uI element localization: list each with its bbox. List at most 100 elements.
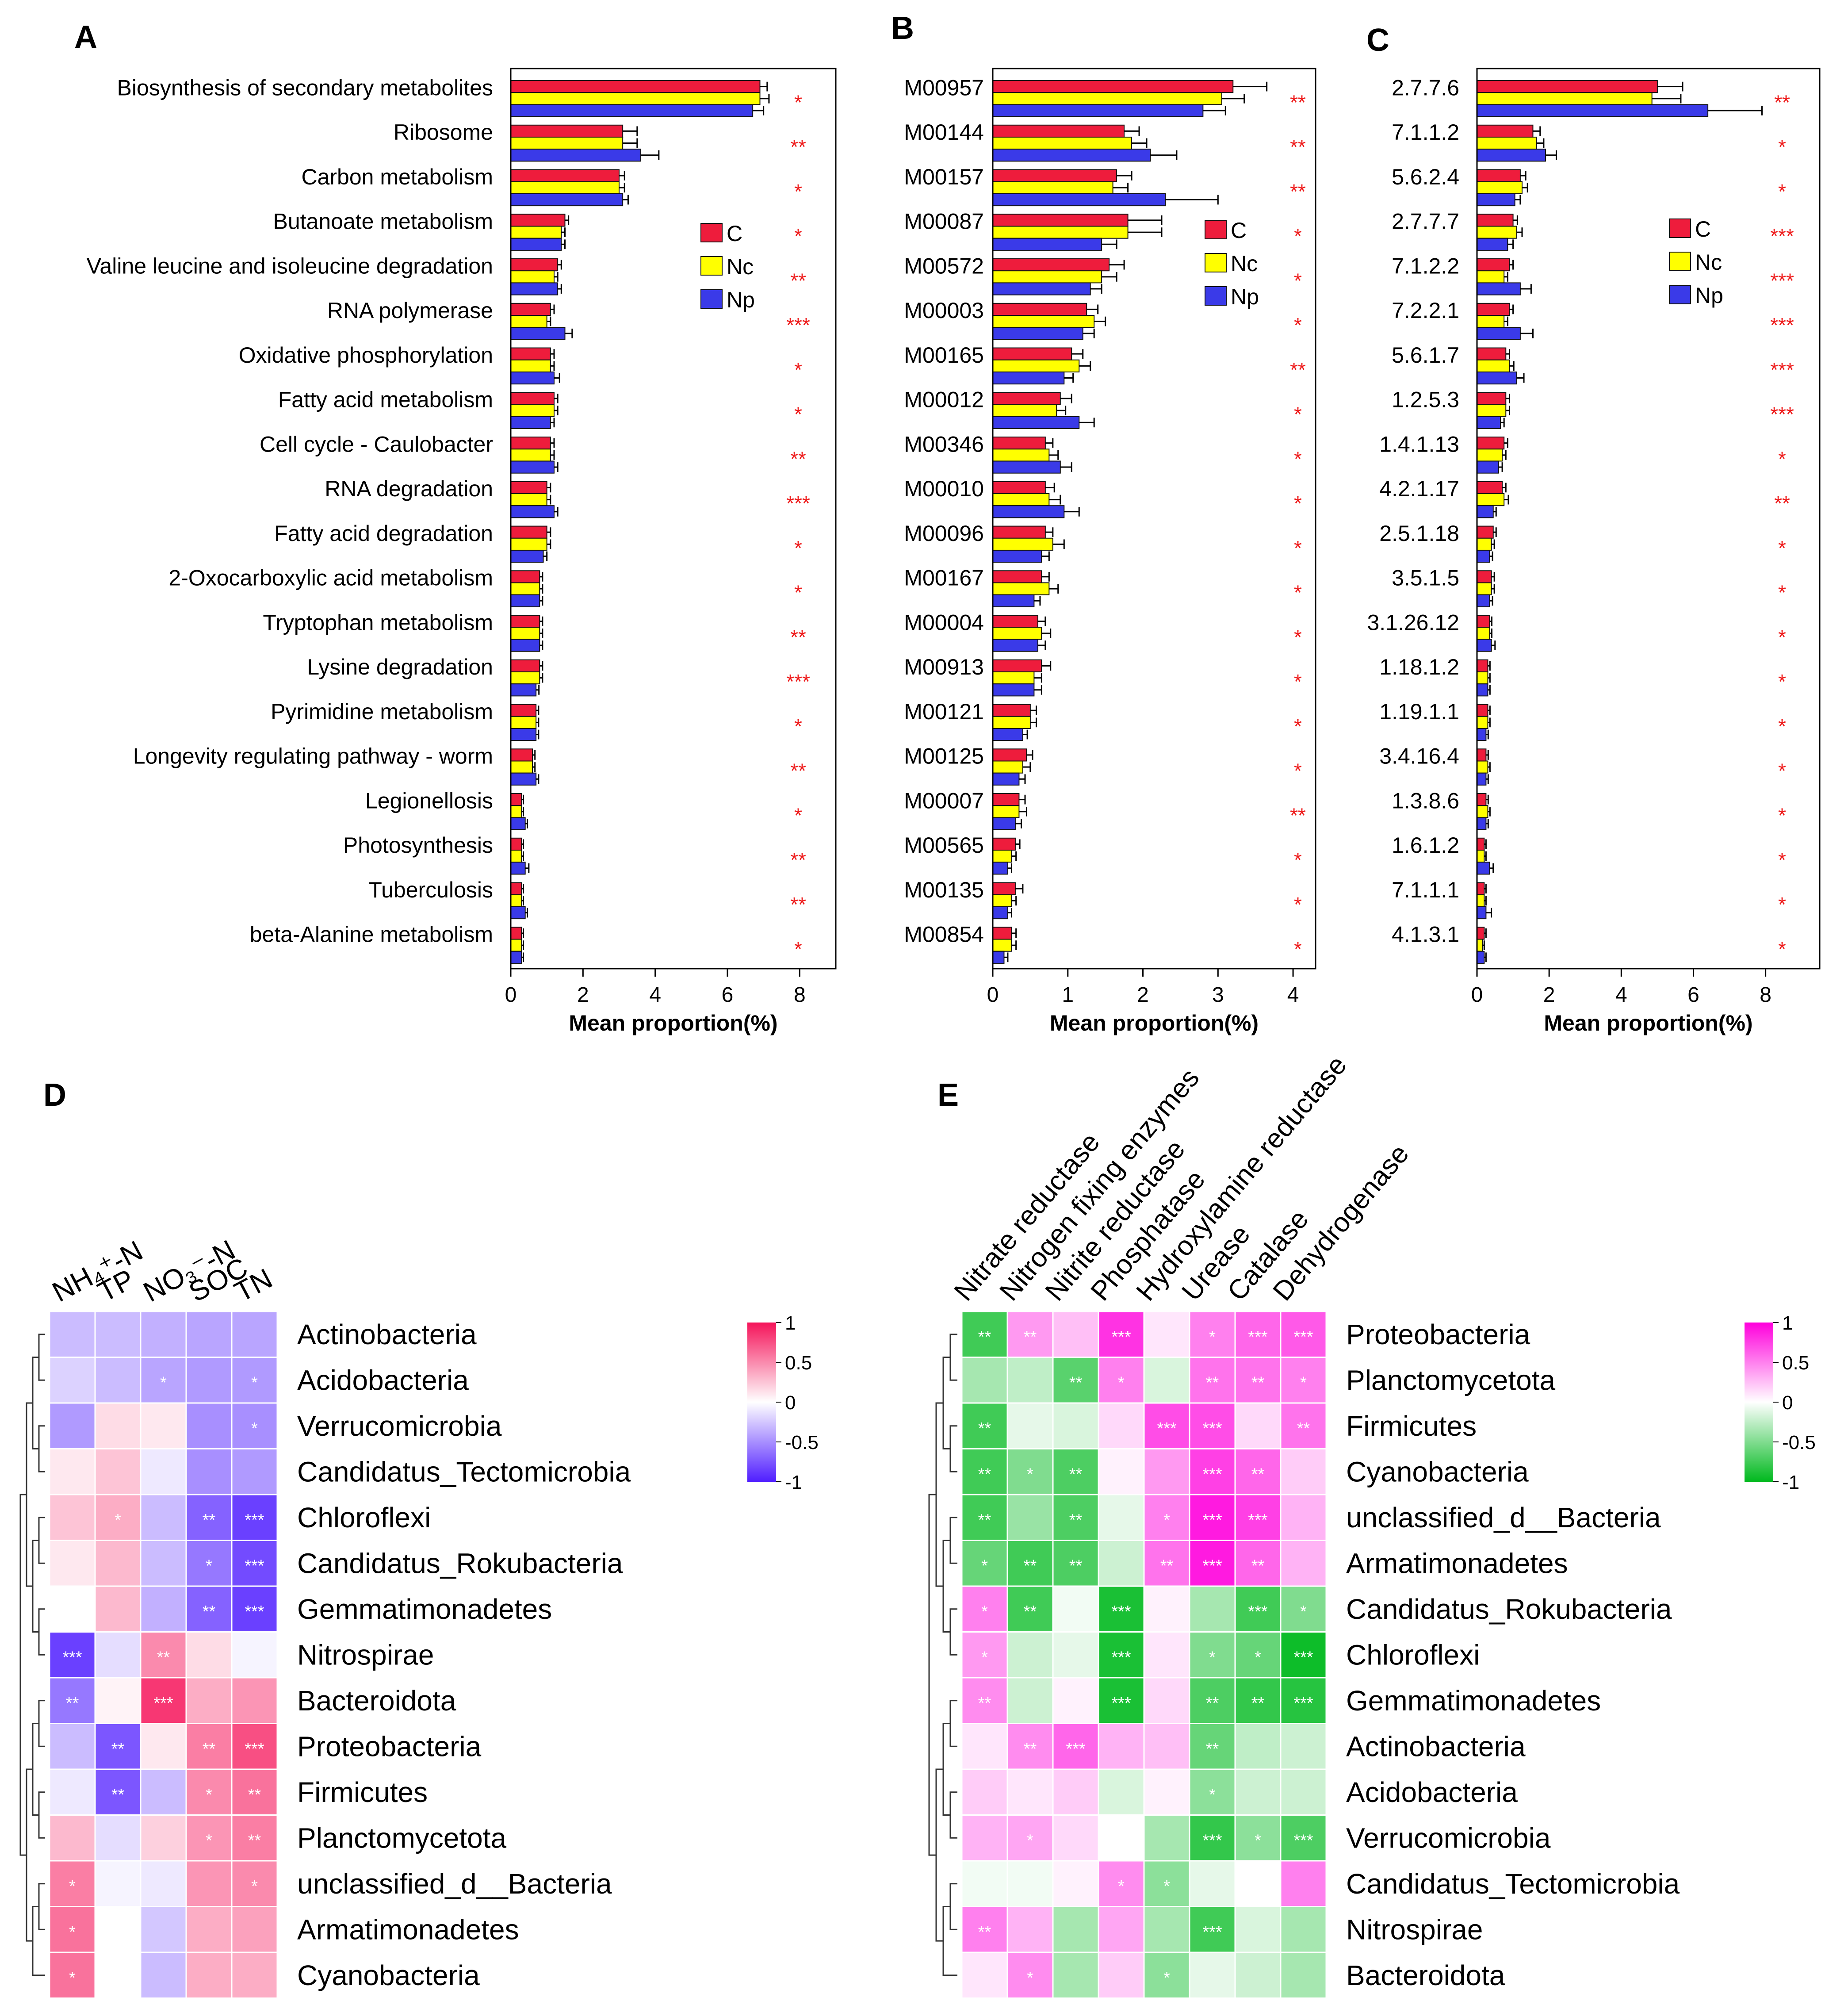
bar-Np <box>510 594 540 607</box>
legend-label: Np <box>1231 284 1259 309</box>
row-label: Planctomycetota <box>297 1822 507 1854</box>
bar-Np <box>510 371 555 385</box>
x-tick-label: 0 <box>1471 983 1483 1007</box>
heatmap-cell <box>94 1723 142 1770</box>
significance-stars: * <box>1778 804 1786 827</box>
bar-C <box>510 214 566 227</box>
row-label: Acidobacteria <box>297 1364 469 1396</box>
heatmap-cell <box>1098 1951 1145 1999</box>
significance-stars: ** <box>790 447 806 470</box>
panel-letter-e: E <box>937 1077 959 1113</box>
x-tick-label: 0 <box>987 983 999 1007</box>
category-label: M00913 <box>904 655 984 679</box>
dendrogram-branch <box>38 1517 45 1564</box>
heatmap-cell <box>1098 1768 1145 1816</box>
row-label: Planctomycetota <box>1346 1364 1556 1396</box>
cell-stars: ** <box>1297 1419 1310 1438</box>
heatmap-cell <box>1189 1951 1236 1999</box>
cell-stars: * <box>115 1511 121 1530</box>
cell-stars: * <box>1255 1648 1261 1667</box>
bar-C <box>992 347 1072 360</box>
significance-stars: ** <box>790 135 806 158</box>
bar-Nc <box>510 537 547 551</box>
bar-Nc <box>510 716 537 729</box>
category-label: RNA polymerase <box>327 298 493 323</box>
bar-Nc <box>510 627 540 640</box>
category-label: M00087 <box>904 209 984 234</box>
row-label: Cyanobacteria <box>297 1959 480 1991</box>
bar-Nc <box>992 939 1012 952</box>
bar-Nc <box>992 582 1050 595</box>
cell-stars: *** <box>1293 1648 1313 1667</box>
bar-Np <box>1477 594 1490 607</box>
panel-letter-a: A <box>74 19 97 55</box>
dendrogram-branch <box>942 1723 950 1816</box>
heatmap-cell <box>231 1814 278 1862</box>
category-label: 2.7.7.7 <box>1392 209 1459 234</box>
category-label: 2.5.1.18 <box>1379 521 1459 546</box>
heatmap-cell <box>961 1494 1008 1541</box>
legend-swatch-Nc <box>1205 253 1227 272</box>
bar-Np <box>992 728 1023 741</box>
bar-C <box>1477 570 1492 583</box>
category-label: 7.1.1.2 <box>1392 120 1459 145</box>
significance-stars: ** <box>790 625 806 648</box>
significance-stars: * <box>1294 269 1302 292</box>
heatmap-cell <box>1098 1723 1145 1770</box>
significance-stars: *** <box>1770 269 1794 292</box>
heatmap-cell <box>961 1448 1008 1495</box>
bar-C <box>992 392 1061 405</box>
cell-stars: ** <box>1206 1694 1219 1713</box>
row-label: Nitrospirae <box>297 1639 434 1671</box>
heatmap-cell <box>94 1677 142 1724</box>
bar-Nc <box>1477 404 1507 417</box>
cell-stars: * <box>251 1877 258 1896</box>
heatmap-cell <box>94 1311 142 1358</box>
bar-Nc <box>510 805 522 818</box>
category-label: 5.6.1.7 <box>1392 343 1459 368</box>
heatmap-cell <box>94 1860 142 1907</box>
bar-C <box>510 659 540 673</box>
bar-C <box>1477 882 1485 895</box>
cell-stars: ** <box>203 1511 216 1530</box>
colorbar-tick-label: 0 <box>1782 1392 1793 1414</box>
significance-stars: * <box>1778 759 1786 782</box>
legend-label: Nc <box>727 254 754 279</box>
cell-stars: *** <box>245 1511 264 1530</box>
heatmap-cell <box>140 1494 187 1541</box>
legend-label: C <box>1695 217 1711 242</box>
significance-stars: * <box>1294 715 1302 738</box>
heatmap-cell <box>1189 1585 1236 1633</box>
bar-Nc <box>992 359 1080 372</box>
significance-stars: * <box>1294 893 1302 916</box>
heatmap-cell <box>1280 1357 1327 1404</box>
heatmap-cell <box>1189 1448 1236 1495</box>
panel-letter-b: B <box>891 11 914 46</box>
significance-stars: * <box>794 804 802 827</box>
bar-Nc <box>1477 671 1488 685</box>
category-label: Photosynthesis <box>343 833 493 858</box>
heatmap-cell <box>185 1860 233 1907</box>
bar-Np <box>510 416 551 429</box>
heatmap-cell <box>49 1585 96 1633</box>
significance-stars: *** <box>786 492 810 515</box>
cell-stars: *** <box>245 1740 264 1758</box>
category-label: M00144 <box>904 120 984 145</box>
significance-stars: * <box>794 225 802 248</box>
significance-stars: ** <box>790 759 806 782</box>
heatmap-cell <box>1143 1768 1190 1816</box>
bar-Np <box>992 371 1065 385</box>
bar-Np <box>1477 951 1485 964</box>
heatmap-cell <box>1234 1860 1282 1907</box>
dendrogram-branch <box>38 1608 45 1656</box>
category-label: 7.1.1.1 <box>1392 878 1459 902</box>
heatmap-cell <box>185 1357 233 1404</box>
bar-Nc <box>510 760 533 774</box>
heatmap-cell <box>1098 1540 1145 1587</box>
panel-c-bar-chart: 2.7.7.6**7.1.1.2*5.6.2.4*2.7.7.7***7.1.2… <box>1367 68 1821 1035</box>
bar-C <box>510 347 551 360</box>
heatmap-cell <box>231 1631 278 1679</box>
bar-C <box>1477 525 1494 539</box>
row-label: Armatimonadetes <box>297 1913 519 1945</box>
colorbar-tick-label: -0.5 <box>785 1432 819 1453</box>
